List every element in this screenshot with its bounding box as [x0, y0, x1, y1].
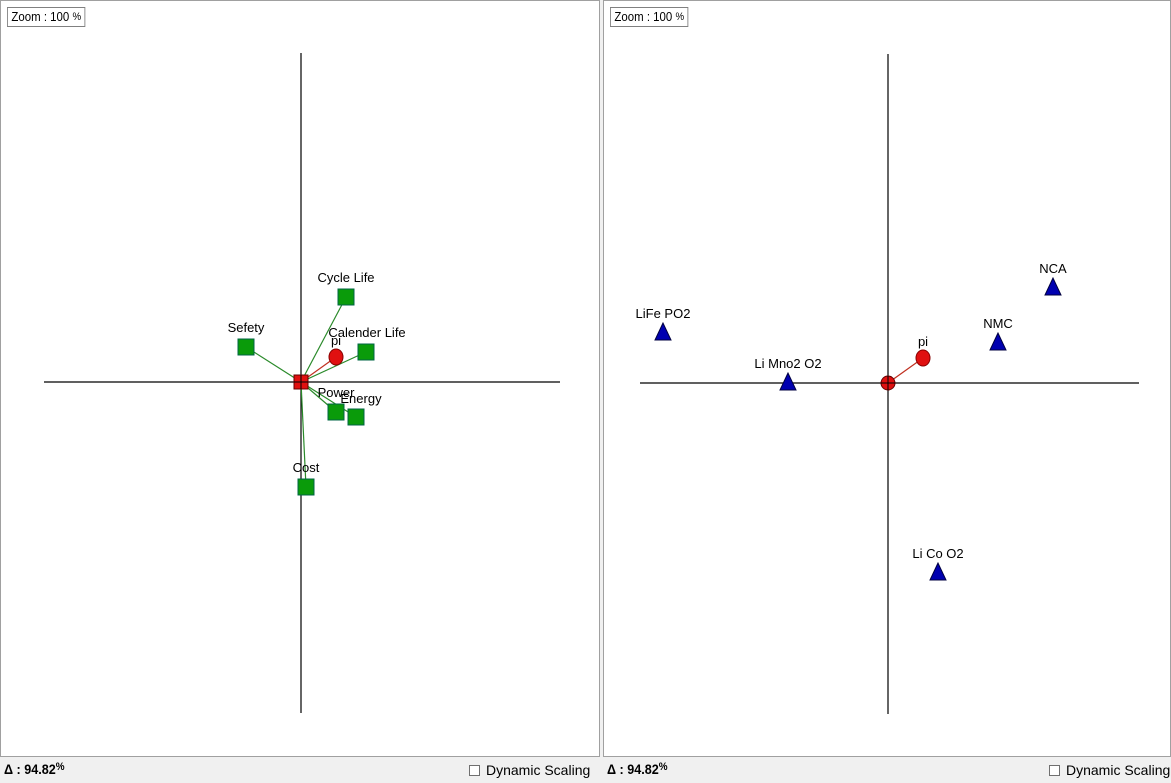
right-point-life-po2: [654, 321, 672, 341]
right-point-nca: [1044, 276, 1062, 296]
left-label-power: Power: [318, 385, 356, 400]
right-plot-canvas[interactable]: NCA LiFe PO2 NMC pi Li Mno2 O2 Li Co O2 Zoom …: [603, 0, 1171, 757]
right-dynamic-scaling-checkbox[interactable]: [1049, 764, 1060, 776]
left-label-cost: Cost: [293, 460, 320, 475]
left-delta-readout: Δ : 94.82%: [4, 761, 65, 777]
right-label-li-co-o2: Li Co O2: [912, 546, 963, 561]
right-delta-value: : 94.82: [619, 761, 659, 777]
left-ray-sefety: [245, 346, 302, 383]
left-label-pi: pi: [331, 333, 341, 348]
right-point-li-co-o2: [929, 561, 947, 581]
right-dynamic-scaling-toggle[interactable]: Dynamic Scaling: [1049, 762, 1170, 778]
left-label-sefety: Sefety: [228, 320, 265, 335]
left-panel: Cycle Life Sefety Calender Life pi Power Ener…: [0, 0, 600, 783]
left-label-energy: Energy: [340, 391, 382, 406]
left-label-calender-life: Calender Life: [328, 325, 405, 340]
left-zoom-unit: %: [72, 11, 82, 23]
right-delta-readout: Δ : 94.82%: [607, 761, 668, 777]
left-point-pi: [328, 348, 344, 366]
left-point-calender-life: [357, 343, 375, 361]
left-delta-unit: %: [55, 761, 65, 773]
right-status-bar: Δ : 94.82% Dynamic Scaling: [603, 757, 1171, 783]
left-point-cost: [297, 478, 315, 496]
right-label-life-po2: LiFe PO2: [636, 306, 691, 321]
right-point-nmc: [989, 331, 1007, 351]
right-dynamic-scaling-label: Dynamic Scaling: [1066, 762, 1171, 778]
left-point-cycle-life: [337, 288, 355, 306]
right-zoom-text: Zoom : 100: [614, 9, 673, 24]
left-zoom-label: Zoom : 100 %: [7, 7, 86, 27]
right-biplot[interactable]: NCA LiFe PO2 NMC pi Li Mno2 O2 Li Co O2: [604, 1, 1170, 756]
right-delta-symbol: Δ: [607, 761, 617, 777]
right-point-pi: [915, 349, 931, 367]
left-dynamic-scaling-checkbox[interactable]: [469, 764, 480, 776]
right-label-nmc: NMC: [983, 316, 1013, 331]
left-delta-value: : 94.82: [16, 761, 56, 777]
right-point-li-mno2-o2: [779, 371, 797, 391]
right-zoom-label: Zoom : 100 %: [610, 7, 689, 27]
left-ray-calender-life: [300, 351, 367, 383]
right-zoom-unit: %: [675, 11, 685, 23]
left-point-energy: [347, 408, 365, 426]
right-label-li-mno2-o2: Li Mno2 O2: [754, 356, 821, 371]
left-zoom-text: Zoom : 100: [11, 9, 70, 24]
left-status-bar: Δ : 94.82% Dynamic Scaling: [0, 757, 600, 783]
right-label-nca: NCA: [1039, 261, 1067, 276]
left-dynamic-scaling-label: Dynamic Scaling: [486, 762, 591, 778]
left-delta-symbol: Δ: [4, 761, 14, 777]
left-label-cycle-life: Cycle Life: [317, 270, 374, 285]
left-dynamic-scaling-toggle[interactable]: Dynamic Scaling: [469, 762, 590, 778]
right-label-pi: pi: [918, 334, 928, 349]
right-panel: NCA LiFe PO2 NMC pi Li Mno2 O2 Li Co O2 Zoom …: [603, 0, 1171, 783]
left-point-sefety: [237, 338, 255, 356]
left-ray-energy: [300, 381, 357, 418]
left-ray-cost: [300, 381, 307, 488]
right-delta-unit: %: [658, 761, 668, 773]
left-ray-cycle-life: [300, 296, 347, 383]
left-point-power: [327, 403, 345, 421]
left-plot-canvas[interactable]: Cycle Life Sefety Calender Life pi Power Ener…: [0, 0, 600, 757]
